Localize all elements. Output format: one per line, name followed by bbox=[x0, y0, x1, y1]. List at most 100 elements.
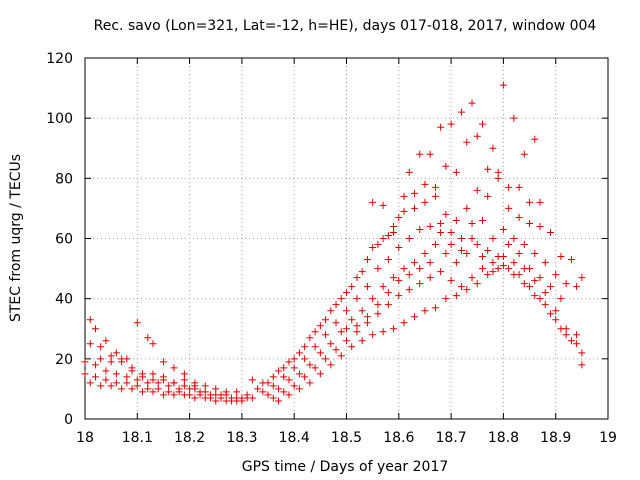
data-point bbox=[494, 168, 502, 176]
data-point bbox=[280, 364, 288, 372]
data-point bbox=[515, 213, 523, 221]
data-point bbox=[395, 244, 403, 252]
data-point bbox=[447, 277, 455, 285]
data-point bbox=[442, 250, 450, 258]
plot-frame bbox=[84, 57, 609, 420]
data-point bbox=[86, 379, 94, 387]
data-point bbox=[416, 225, 424, 233]
data-point bbox=[573, 331, 581, 339]
data-point bbox=[133, 382, 141, 390]
data-point bbox=[233, 397, 241, 405]
data-point bbox=[301, 343, 309, 351]
data-point bbox=[531, 292, 539, 300]
data-point bbox=[431, 192, 439, 200]
data-point bbox=[400, 192, 408, 200]
data-point bbox=[118, 385, 126, 393]
data-point bbox=[505, 241, 513, 249]
data-point bbox=[405, 235, 413, 242]
chart-title: Rec. savo (Lon=321, Lat=-12, h=HE), days… bbox=[94, 18, 597, 34]
data-point bbox=[259, 388, 267, 396]
data-point bbox=[154, 385, 162, 393]
data-point bbox=[306, 379, 314, 387]
data-point bbox=[275, 397, 283, 405]
data-point bbox=[363, 256, 371, 264]
data-point bbox=[499, 253, 507, 261]
data-point bbox=[159, 358, 167, 366]
data-point bbox=[295, 385, 303, 393]
data-point bbox=[452, 259, 460, 267]
data-point bbox=[149, 388, 157, 396]
data-point bbox=[280, 373, 288, 381]
data-point bbox=[337, 328, 345, 336]
x-axis-label: GPS time / Days of year 2017 bbox=[242, 459, 449, 475]
data-point bbox=[426, 150, 434, 158]
data-point bbox=[269, 382, 277, 390]
data-point bbox=[510, 235, 518, 242]
data-point bbox=[536, 295, 544, 303]
x-tick-labels: 18 18.1 18.2 18.3 18.4 18.5 18.6 18.7 18.8 18.9 19 bbox=[76, 430, 617, 446]
data-point bbox=[102, 376, 110, 384]
data-point bbox=[494, 174, 502, 182]
data-point bbox=[384, 256, 392, 264]
data-point bbox=[144, 334, 152, 342]
x-tick-label: 18 bbox=[76, 430, 94, 446]
data-point bbox=[421, 180, 429, 188]
data-point bbox=[458, 247, 466, 255]
data-point bbox=[468, 235, 476, 242]
data-point bbox=[170, 391, 178, 399]
y-tick-label: 80 bbox=[55, 171, 73, 187]
data-point bbox=[562, 325, 570, 333]
data-point bbox=[531, 250, 539, 258]
data-point bbox=[358, 307, 366, 315]
data-point bbox=[180, 382, 188, 390]
data-point bbox=[405, 271, 413, 279]
data-point bbox=[165, 382, 173, 390]
data-point bbox=[133, 376, 141, 384]
data-point bbox=[489, 259, 497, 267]
data-point bbox=[410, 204, 418, 212]
data-point bbox=[520, 241, 528, 249]
data-point bbox=[374, 265, 382, 273]
data-point bbox=[123, 373, 131, 381]
data-point bbox=[180, 370, 188, 378]
data-point bbox=[353, 295, 361, 303]
data-point bbox=[505, 204, 513, 212]
data-point bbox=[546, 228, 554, 236]
data-points bbox=[81, 81, 586, 405]
data-point bbox=[327, 307, 335, 315]
data-point bbox=[400, 319, 408, 327]
data-point bbox=[144, 379, 152, 387]
data-point bbox=[196, 391, 204, 399]
data-point bbox=[410, 259, 418, 267]
data-point bbox=[437, 123, 445, 131]
data-point bbox=[499, 225, 507, 233]
data-point bbox=[322, 316, 330, 324]
data-point bbox=[332, 346, 340, 354]
data-point bbox=[201, 382, 209, 390]
data-point bbox=[149, 376, 157, 384]
data-point bbox=[343, 289, 350, 297]
y-tick-label: 0 bbox=[64, 412, 73, 428]
data-point bbox=[426, 274, 434, 282]
data-point bbox=[369, 244, 377, 252]
data-point bbox=[301, 373, 309, 381]
data-point bbox=[473, 280, 481, 288]
data-point bbox=[458, 108, 466, 116]
data-point bbox=[285, 376, 293, 384]
data-point bbox=[484, 247, 492, 255]
data-point bbox=[348, 283, 356, 291]
data-point bbox=[552, 307, 560, 315]
data-point bbox=[343, 337, 350, 345]
data-point bbox=[405, 168, 413, 176]
data-point bbox=[118, 355, 126, 363]
y-tick-label: 60 bbox=[55, 232, 73, 248]
data-point bbox=[520, 280, 528, 288]
data-point bbox=[186, 385, 194, 393]
data-point bbox=[499, 81, 507, 89]
data-point bbox=[505, 183, 513, 191]
data-point bbox=[369, 331, 377, 339]
data-point bbox=[306, 334, 314, 342]
data-point bbox=[463, 138, 471, 146]
data-point bbox=[374, 241, 382, 249]
x-tick-label: 19 bbox=[599, 430, 617, 446]
